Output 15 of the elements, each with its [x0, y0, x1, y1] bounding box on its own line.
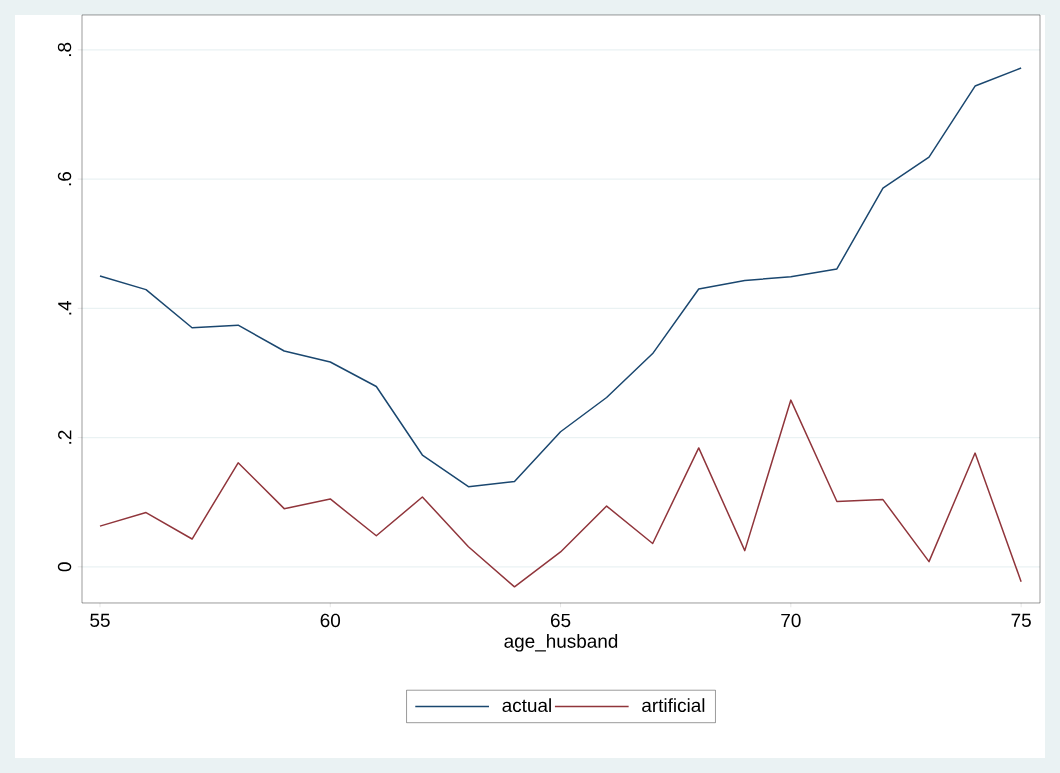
- y-tick-label: 0: [57, 562, 72, 572]
- x-tick-label: 70: [781, 613, 801, 628]
- x-tick-label: 65: [550, 613, 571, 628]
- y-tick-label: .4: [58, 301, 72, 315]
- y-tick-label: .6: [57, 172, 72, 186]
- x-tick-label: 55: [90, 613, 110, 627]
- line-series: [99, 399, 1022, 588]
- x-tick-label: 75: [1011, 613, 1031, 627]
- y-tick-label: .8: [57, 42, 72, 57]
- legend-label: artificial: [642, 698, 705, 713]
- legend-label: actual: [502, 698, 551, 713]
- x-axis-title: age_husband: [504, 633, 618, 652]
- y-tick-label: .2: [58, 430, 72, 444]
- x-tick-label: 60: [320, 613, 341, 628]
- line-series: [99, 67, 1022, 488]
